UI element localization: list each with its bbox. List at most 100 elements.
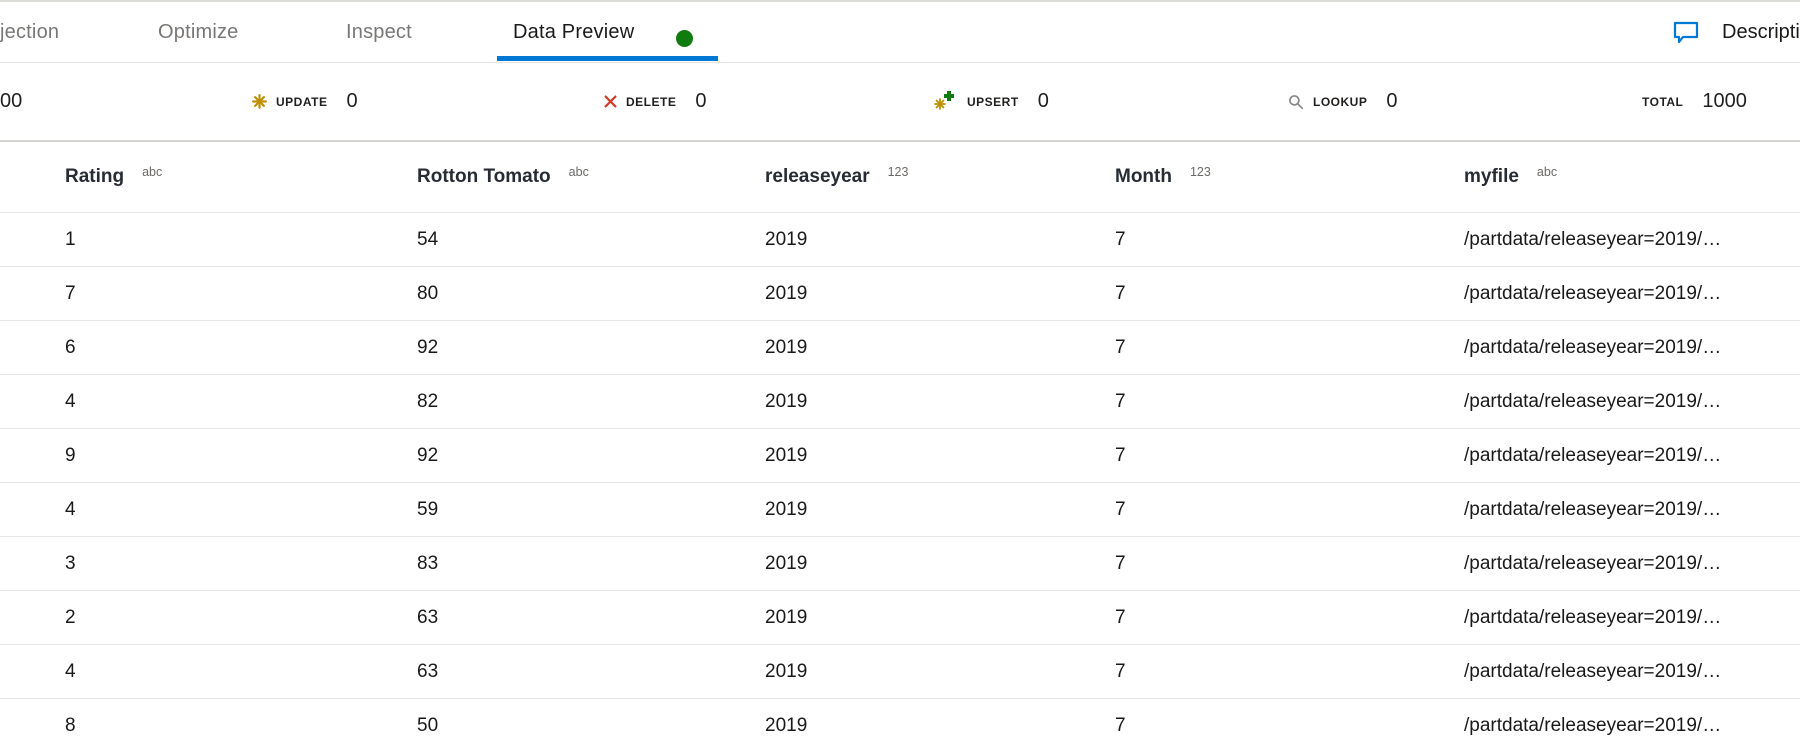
update-asterisk-icon [252, 94, 267, 109]
column-type-badge: abc [142, 165, 163, 179]
table-row[interactable]: 4 63 2019 7/partdata/releaseyear=2019/… [0, 644, 1800, 698]
data-preview-status-dot [676, 30, 693, 47]
table-row[interactable]: 4 82 2019 7/partdata/releaseyear=2019/… [0, 374, 1800, 428]
table-header-row: Rating abc Rotton Tomato abc releaseyear 123 M… [0, 142, 1800, 212]
cell-releaseyear: 2019 [765, 499, 808, 520]
cell-rating: 4 [65, 661, 76, 682]
table-row[interactable]: 6 92 2019 7/partdata/releaseyear=2019/… [0, 320, 1800, 374]
upsert-stat: UPSERT 0 [934, 63, 1049, 140]
table-row[interactable]: 7 80 2019 7/partdata/releaseyear=2019/… [0, 266, 1800, 320]
cell-rotton-tomato: 82 [417, 391, 439, 412]
column-name: Rating [65, 166, 125, 187]
cell-myfile: /partdata/releaseyear=2019/… [1464, 661, 1722, 682]
cell-myfile: /partdata/releaseyear=2019/… [1464, 391, 1722, 412]
column-header-myfile[interactable]: myfile abc [1464, 142, 1557, 212]
cell-rotton-tomato: 92 [417, 445, 439, 466]
cell-rotton-tomato: 54 [417, 229, 439, 250]
column-type-badge: abc [568, 165, 589, 179]
column-type-badge: abc [1536, 165, 1558, 179]
cell-month: 7 [1115, 337, 1126, 358]
lookup-label: LOOKUP [1313, 94, 1368, 109]
cell-month: 7 [1115, 661, 1126, 682]
active-tab-underline [497, 56, 718, 61]
description-button[interactable]: Description [1673, 2, 1800, 62]
cell-releaseyear: 2019 [765, 229, 808, 250]
cell-rotton-tomato: 80 [417, 283, 439, 304]
cell-rotton-tomato: 63 [417, 661, 439, 682]
table-row[interactable]: 8 50 2019 7/partdata/releaseyear=2019/… [0, 698, 1800, 751]
column-header-rating[interactable]: Rating abc [65, 142, 162, 212]
delete-x-icon [604, 95, 617, 108]
column-header-releaseyear[interactable]: releaseyear 123 [765, 142, 908, 212]
cell-rotton-tomato: 92 [417, 337, 439, 358]
delete-value: 0 [695, 90, 707, 112]
table-row[interactable]: 1 54 2019 7/partdata/releaseyear=2019/… [0, 212, 1800, 266]
cell-releaseyear: 2019 [765, 661, 808, 682]
cell-myfile: /partdata/releaseyear=2019/… [1464, 283, 1722, 304]
data-preview-table: 1 54 2019 7/partdata/releaseyear=2019/… 7 80 2… [0, 212, 1800, 751]
cell-rating: 8 [65, 715, 76, 736]
preview-stats-bar: 00 UPDATE 0 DELETE 0 [0, 63, 1800, 140]
cell-rating: 1 [65, 229, 76, 250]
cell-myfile: /partdata/releaseyear=2019/… [1464, 499, 1722, 520]
insert-count-partial: 00 [0, 63, 22, 140]
column-name: releaseyear [765, 166, 870, 187]
cell-myfile: /partdata/releaseyear=2019/… [1464, 229, 1722, 250]
column-type-badge: 123 [1189, 165, 1211, 179]
cell-releaseyear: 2019 [765, 283, 808, 304]
cell-month: 7 [1115, 607, 1126, 628]
table-row[interactable]: 2 63 2019 7/partdata/releaseyear=2019/… [0, 590, 1800, 644]
update-label: UPDATE [276, 94, 328, 109]
cell-month: 7 [1115, 391, 1126, 412]
cell-rotton-tomato: 83 [417, 553, 439, 574]
lookup-stat: LOOKUP 0 [1288, 63, 1397, 140]
cell-myfile: /partdata/releaseyear=2019/… [1464, 715, 1722, 736]
upsert-asterisk-plus-icon [934, 90, 958, 114]
tab-data-preview[interactable]: Data Preview [513, 21, 635, 43]
cell-rating: 4 [65, 499, 76, 520]
column-header-month[interactable]: Month 123 [1115, 142, 1211, 212]
column-name: Month [1115, 166, 1172, 187]
cell-month: 7 [1115, 283, 1126, 304]
cell-rating: 4 [65, 391, 76, 412]
cell-releaseyear: 2019 [765, 391, 808, 412]
column-name: Rotton Tomato [417, 166, 551, 187]
tab-projection[interactable]: jection [0, 21, 60, 43]
cell-month: 7 [1115, 229, 1126, 250]
cell-rating: 2 [65, 607, 76, 628]
lookup-value: 0 [1386, 90, 1398, 112]
total-value: 1000 [1702, 90, 1747, 112]
cell-releaseyear: 2019 [765, 553, 808, 574]
cell-rating: 6 [65, 337, 76, 358]
table-row[interactable]: 3 83 2019 7/partdata/releaseyear=2019/… [0, 536, 1800, 590]
table-top-divider [0, 140, 1800, 142]
tab-inspect[interactable]: Inspect [346, 21, 412, 43]
update-value: 0 [346, 90, 358, 112]
cell-myfile: /partdata/releaseyear=2019/… [1464, 445, 1722, 466]
cell-myfile: /partdata/releaseyear=2019/… [1464, 553, 1722, 574]
cell-month: 7 [1115, 553, 1126, 574]
column-name: myfile [1464, 166, 1519, 187]
table-row[interactable]: 9 92 2019 7/partdata/releaseyear=2019/… [0, 428, 1800, 482]
insert-count-value: 00 [0, 90, 23, 112]
cell-month: 7 [1115, 499, 1126, 520]
cell-rotton-tomato: 63 [417, 607, 439, 628]
cell-rotton-tomato: 50 [417, 715, 439, 736]
description-label: Description [1722, 20, 1800, 43]
total-label: TOTAL [1642, 94, 1684, 109]
cell-rating: 9 [65, 445, 76, 466]
delete-label: DELETE [626, 94, 677, 109]
tab-bar: jection Optimize Inspect Data Preview De… [0, 2, 1800, 63]
delete-stat: DELETE 0 [604, 63, 706, 140]
column-header-rotton-tomato[interactable]: Rotton Tomato abc [417, 142, 589, 212]
total-stat: TOTAL 1000 [1642, 63, 1747, 140]
tab-optimize[interactable]: Optimize [158, 21, 239, 43]
top-edge-divider [0, 0, 1800, 2]
column-type-badge: 123 [887, 165, 909, 179]
table-row[interactable]: 4 59 2019 7/partdata/releaseyear=2019/… [0, 482, 1800, 536]
cell-month: 7 [1115, 715, 1126, 736]
cell-myfile: /partdata/releaseyear=2019/… [1464, 607, 1722, 628]
cell-month: 7 [1115, 445, 1126, 466]
lookup-magnifier-icon [1288, 94, 1304, 110]
